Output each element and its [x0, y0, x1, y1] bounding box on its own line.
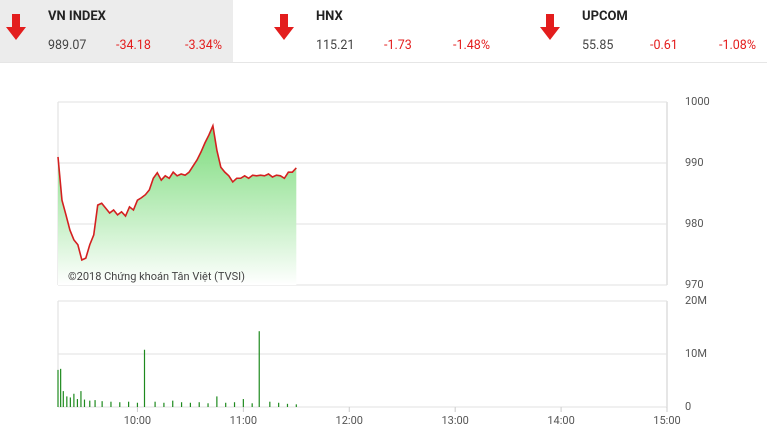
index-name: UPCOM [582, 9, 628, 24]
volume-bar [83, 399, 86, 407]
volume-bar [269, 401, 271, 407]
index-name: HNX [316, 9, 343, 24]
y-tick-label: 1000 [685, 95, 710, 108]
index-cell[interactable]: HNX 115.21 -1.73 -1.48% [268, 0, 501, 62]
volume-bar [251, 403, 253, 407]
volume-bar [286, 403, 289, 407]
index-value: 115.21 [316, 38, 355, 53]
volume-bar [225, 402, 227, 407]
volume-bar [172, 400, 174, 407]
volume-bar [233, 402, 236, 407]
index-percent: -1.48% [453, 38, 490, 53]
volume-bar [163, 402, 165, 407]
volume-bar [80, 391, 82, 407]
volume-bar [73, 393, 75, 407]
price-area [58, 125, 297, 285]
volume-bar [69, 397, 71, 407]
index-change: -1.73 [384, 38, 412, 53]
volume-bar [189, 402, 191, 407]
x-tick-label: 12:00 [336, 414, 363, 427]
volume-bar [94, 400, 96, 407]
down-arrow [274, 14, 294, 40]
down-arrow [6, 14, 26, 40]
index-percent: -3.34% [185, 38, 222, 53]
volume-bar [198, 402, 200, 407]
index-name: VN INDEX [48, 9, 106, 24]
volume-bar [242, 399, 244, 407]
y-tick-label: 0 [685, 400, 691, 413]
volume-bar [89, 400, 91, 407]
x-tick-label: 15:00 [653, 414, 680, 427]
volume-bar [295, 404, 297, 407]
index-change: -34.18 [116, 38, 151, 53]
y-tick-label: 970 [685, 278, 704, 291]
volume-bar [136, 402, 139, 407]
y-tick-label: 20M [685, 294, 707, 307]
volume-bar [128, 401, 130, 407]
price-line [57, 122, 297, 262]
y-tick-label: 990 [685, 156, 704, 169]
x-tick-label: 13:00 [441, 414, 468, 427]
index-percent: -1.08% [719, 38, 756, 53]
down-arrow [540, 14, 560, 40]
volume-bar [278, 402, 280, 407]
volume-bar [101, 401, 103, 407]
y-tick-label: 980 [685, 217, 704, 230]
volume-bar [119, 402, 121, 407]
x-tick-label: 14:00 [547, 414, 574, 427]
index-change: -0.61 [650, 38, 678, 53]
index-value: 989.07 [48, 38, 87, 53]
index-value: 55.85 [582, 38, 614, 53]
index-cell[interactable]: VN INDEX 989.07 -34.18 -3.34% [0, 0, 233, 62]
volume-bar [207, 403, 209, 407]
x-tick-label: 10:00 [124, 414, 151, 427]
volume-bar [216, 396, 218, 407]
volume-bar [66, 396, 68, 407]
y-tick-label: 10M [685, 347, 707, 360]
volume-bar [62, 391, 64, 407]
volume-bar [57, 369, 59, 407]
volume-bar [110, 401, 112, 407]
volume-bar [143, 349, 146, 407]
index-cell[interactable]: UPCOM 55.85 -0.61 -1.08% [534, 0, 767, 62]
index-bar: VN INDEX 989.07 -34.18 -3.34% HNX 115.21… [0, 0, 767, 63]
volume-bar [180, 402, 183, 407]
volume-bar [60, 368, 62, 407]
volume-bar [154, 401, 156, 407]
volume-bar [76, 399, 79, 407]
volume-bar [258, 331, 260, 407]
annotation: ©2018 Chứng khoán Tân Việt (TVSI) [68, 270, 245, 283]
x-tick-label: 11:00 [230, 414, 257, 427]
